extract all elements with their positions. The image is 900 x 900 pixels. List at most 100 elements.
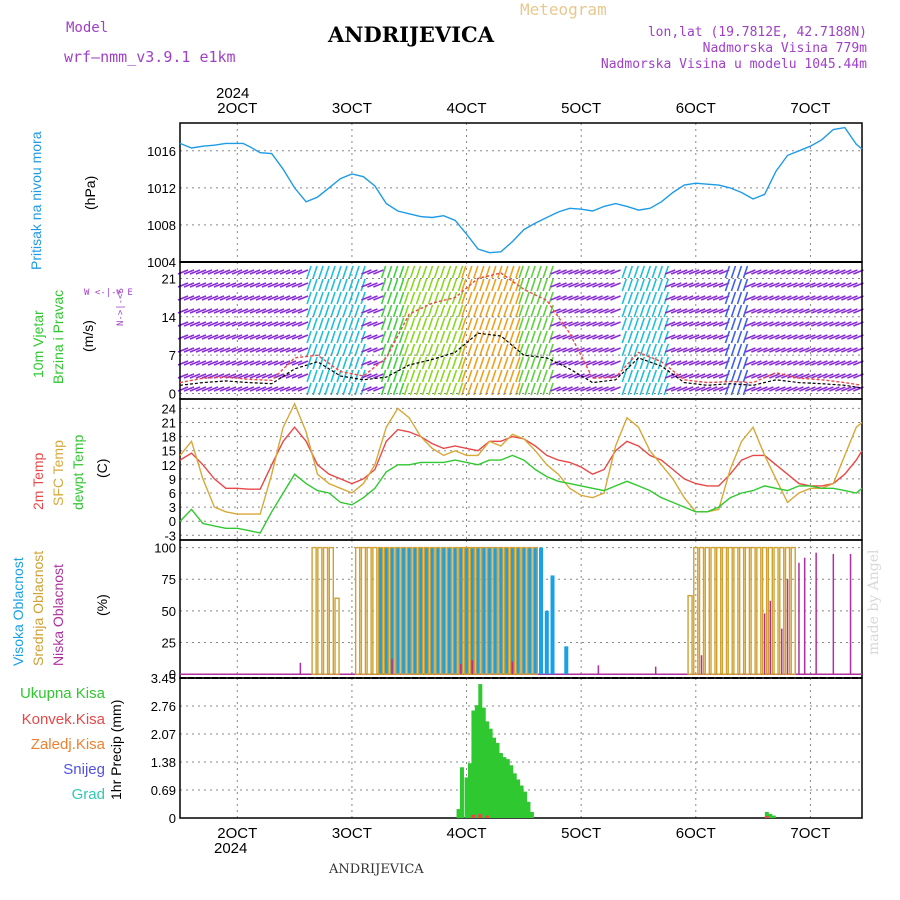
wind-arrow xyxy=(373,269,384,275)
cloud-mid-bar xyxy=(784,546,791,675)
wind-arrow xyxy=(330,382,336,396)
wind-arrow xyxy=(592,373,603,379)
wind-arrow xyxy=(757,308,768,314)
wind-arrow xyxy=(745,282,756,288)
wind-arrow xyxy=(700,282,712,288)
wind-arrow xyxy=(421,291,428,305)
wind-arrow xyxy=(682,308,694,314)
wind-arrow xyxy=(568,269,579,275)
wind-arrow xyxy=(457,356,464,370)
wind-arrow xyxy=(213,282,225,288)
wind-arrow xyxy=(604,321,615,327)
wind-arrow xyxy=(651,317,658,331)
ytick-label: 25 xyxy=(162,636,176,651)
wind-arrow xyxy=(805,269,816,275)
wind-arrow xyxy=(550,334,561,340)
wind-arrow xyxy=(273,321,285,327)
wind-arrow xyxy=(694,308,706,314)
wind-arrow xyxy=(324,291,330,305)
wind-arrow xyxy=(324,369,330,383)
wind-arrow xyxy=(580,269,591,275)
wind-arrow xyxy=(451,330,458,344)
wind-arrows-band-5 xyxy=(461,265,521,396)
wind-arrow xyxy=(243,386,255,392)
wind-arrow xyxy=(793,386,804,392)
wind-arrow xyxy=(291,269,303,275)
wind-arrow xyxy=(219,386,231,392)
wind-arrow xyxy=(793,269,804,275)
wind-arrow xyxy=(318,278,324,292)
wind-arrow xyxy=(799,295,810,301)
wind-arrow xyxy=(524,291,530,305)
ytick-label: 7 xyxy=(169,348,176,363)
cloud-mid-bar xyxy=(372,546,378,675)
cloud-mid-bar xyxy=(400,546,407,675)
wind-arrow xyxy=(670,269,682,275)
wind-arrow xyxy=(670,321,682,327)
wind-arrow xyxy=(380,382,387,396)
wind-arrow xyxy=(700,308,712,314)
temp-sfc-line xyxy=(179,401,863,515)
wind-arrow xyxy=(195,282,207,288)
wind-arrow xyxy=(847,347,858,353)
wind-arrow xyxy=(237,347,249,353)
wind-arrow xyxy=(742,291,749,305)
wind-arrow xyxy=(736,291,743,305)
wind-arrow xyxy=(354,304,360,318)
wind-arrow xyxy=(536,330,542,344)
wind-arrow xyxy=(829,269,840,275)
wind-arrow xyxy=(312,291,318,305)
precip-legend-total: Ukupna Kisa xyxy=(19,685,105,702)
wind-arrow xyxy=(297,308,309,314)
wind-arrow xyxy=(757,269,768,275)
wind-arrow xyxy=(781,373,792,379)
wind-arrow xyxy=(473,291,479,305)
wind-arrow xyxy=(706,373,718,379)
wind-arrow xyxy=(568,282,579,288)
cloud-mid-bar xyxy=(383,546,390,675)
wind-arrow xyxy=(550,282,561,288)
cloud-high-bar xyxy=(487,547,492,675)
wind-arrow xyxy=(586,282,597,288)
wind-arrow xyxy=(237,373,249,379)
wind-arrow xyxy=(730,317,737,331)
wind-arrow xyxy=(536,382,542,396)
wind-arrow xyxy=(367,282,378,288)
cloud-high-bar xyxy=(407,547,412,675)
wind-arrow xyxy=(562,386,573,392)
cloud-high-bar xyxy=(390,547,395,675)
wind-arrow xyxy=(757,282,768,288)
wind-arrow xyxy=(445,369,452,383)
wind-arrow xyxy=(415,291,422,305)
wind-arrow xyxy=(195,334,207,340)
wind-arrow xyxy=(237,269,249,275)
wind-arrow xyxy=(367,360,378,366)
ytick-label: 6 xyxy=(169,486,176,501)
wind-arrow xyxy=(847,308,858,314)
wind-arrow xyxy=(676,360,688,366)
wind-arrow xyxy=(580,373,591,379)
wind-arrow xyxy=(817,295,828,301)
wind-arrow xyxy=(793,282,804,288)
ytick-label: 0 xyxy=(169,387,176,402)
wind-arrow xyxy=(183,308,195,314)
wind-arrow xyxy=(336,317,342,331)
cloud-high-bar xyxy=(435,547,440,675)
wind-arrow xyxy=(491,304,497,318)
wind-arrow xyxy=(694,334,706,340)
wind-arrow xyxy=(548,291,554,305)
cloud-mid-bar xyxy=(429,546,435,675)
wind-arrow xyxy=(651,330,658,344)
wind-arrow xyxy=(427,369,434,383)
wind-arrow xyxy=(664,321,676,327)
wind-arrow xyxy=(586,334,597,340)
wind-arrow xyxy=(403,291,410,305)
wind-arrow xyxy=(688,334,700,340)
wind-arrow xyxy=(451,382,458,396)
wind-arrow xyxy=(645,304,652,318)
wind-arrow xyxy=(367,373,378,379)
wind-arrow xyxy=(787,308,798,314)
wind-arrow xyxy=(823,269,834,275)
wind-arrow xyxy=(682,269,694,275)
wind-arrows-band-6 xyxy=(518,265,554,396)
